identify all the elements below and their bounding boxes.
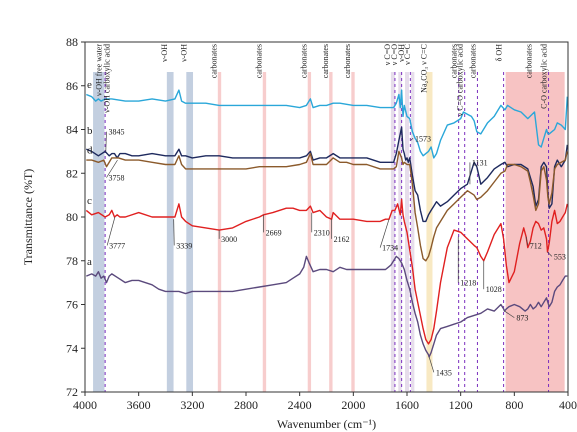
y-tick-label: 86 [66,79,78,93]
band-1 [166,72,174,392]
peak-label: 1131 [472,158,488,167]
series-line-b [86,126,568,223]
x-tick-label: 800 [505,398,523,412]
band-13 [505,72,565,392]
y-tick-label: 84 [66,123,78,137]
annotation-leader [525,236,529,246]
series-line-e [86,89,568,159]
x-tick-label: 2800 [234,398,258,412]
series-letter: d [87,145,93,157]
dashed-line-label: carbonates [468,44,477,78]
band-label: ν-OH carboxylic acid [102,44,111,113]
annotation-leader [173,219,175,246]
y-axis-title: Transmittance (%T) [21,169,35,266]
series-line-d [86,150,568,262]
peak-annotations: 3845 3758 3777 3339 3000 2669 2310 2162 1734 1573… [105,128,566,377]
band-label: carbonates [343,44,352,78]
dashed-reference-lines [104,72,550,392]
series-letter: b [87,125,93,137]
x-tick-label: 1600 [395,398,419,412]
band-7 [351,72,355,392]
series-line-c [85,198,568,345]
x-tick-label: 400 [559,398,577,412]
series-line-a [86,255,568,358]
annotation-leader [504,310,515,318]
y-tick-label: 74 [66,341,78,355]
y-tick-label: 78 [66,254,78,268]
band-6 [329,72,333,392]
peak-label: 1218 [460,279,476,288]
x-tick-label: 2400 [288,398,312,412]
peak-label: 1028 [486,285,502,294]
dashed-line-label: δ OH [495,44,504,62]
x-tick-label: 4000 [73,398,97,412]
annotation-leader [379,219,390,248]
peak-label: 3777 [109,241,125,250]
band-label: carbonates [299,44,308,78]
peak-label: 2310 [314,228,330,237]
band-0 [93,72,105,392]
band-label: ν-OH [397,44,406,62]
peak-label: 1435 [436,368,452,377]
band-label: ν-OH [160,44,169,62]
annotation-leader [105,131,107,152]
band-label: carbonates [255,44,264,78]
dashed-line-label: ν C=O carboxylic acid [456,44,465,116]
band-9 [398,72,402,392]
band-12 [426,72,433,392]
band-4 [262,72,267,392]
peak-label: 1734 [382,244,398,253]
band-label: ν C=O [390,44,399,65]
series-letter: c [87,195,92,207]
peak-label: 712 [530,241,542,250]
y-tick-label: 82 [66,166,78,180]
y-tick-label: 72 [66,385,78,399]
band-label: carbonates [524,44,533,78]
peak-label: 3845 [108,128,124,137]
dashed-line-label: C-O carboxylic acid [540,44,549,109]
annotation-leader [410,137,414,141]
band-label: carbonates [209,44,218,78]
x-axis-title: Wavenumber (cm⁻¹) [277,417,376,431]
band-label: carbonates [321,44,330,78]
peak-label: 553 [554,252,566,261]
band-11 [411,72,415,392]
y-tick-label: 88 [66,35,78,49]
band-label: ν-OH free water [94,44,103,96]
peak-label: 2162 [334,235,350,244]
y-tick-label: 80 [66,210,78,224]
y-tick-label: 76 [66,298,78,312]
band-label: ν-OH [180,44,189,62]
series-letter: a [87,256,92,268]
series-letter: e [87,79,92,91]
x-tick-label: 1200 [449,398,473,412]
peak-label: 3339 [176,241,192,250]
band-2 [186,72,194,392]
x-tick-label: 3200 [180,398,204,412]
spectra-lines: e bd c a [85,79,568,358]
x-tick-label: 3600 [127,398,151,412]
peak-label: 3758 [108,174,124,183]
band-label: ν C=O [383,44,392,65]
dashed-line-label: carbonates [450,44,459,78]
band-labels: ν-OH free water ν-OH carboxylic acid ν-OH ν… [94,44,548,117]
peak-label: 2669 [266,228,282,237]
peak-label: 3000 [221,235,237,244]
annotation-leader [106,216,116,246]
band-label: ν C=C [403,44,412,65]
x-tick-label: 2000 [341,398,365,412]
band-5 [307,72,312,392]
peak-label: 873 [516,314,528,323]
band-label: Na₂CO₃ ν C=C [420,44,429,93]
peak-label: 1573 [415,134,431,143]
annotation-leader [428,356,435,373]
band-8 [390,72,395,392]
axes: 4000 3600 3200 2800 2400 2000 1600 1200 800 400 72… [66,35,577,412]
annotation-leader [106,159,118,178]
annotation-leader [547,251,553,257]
